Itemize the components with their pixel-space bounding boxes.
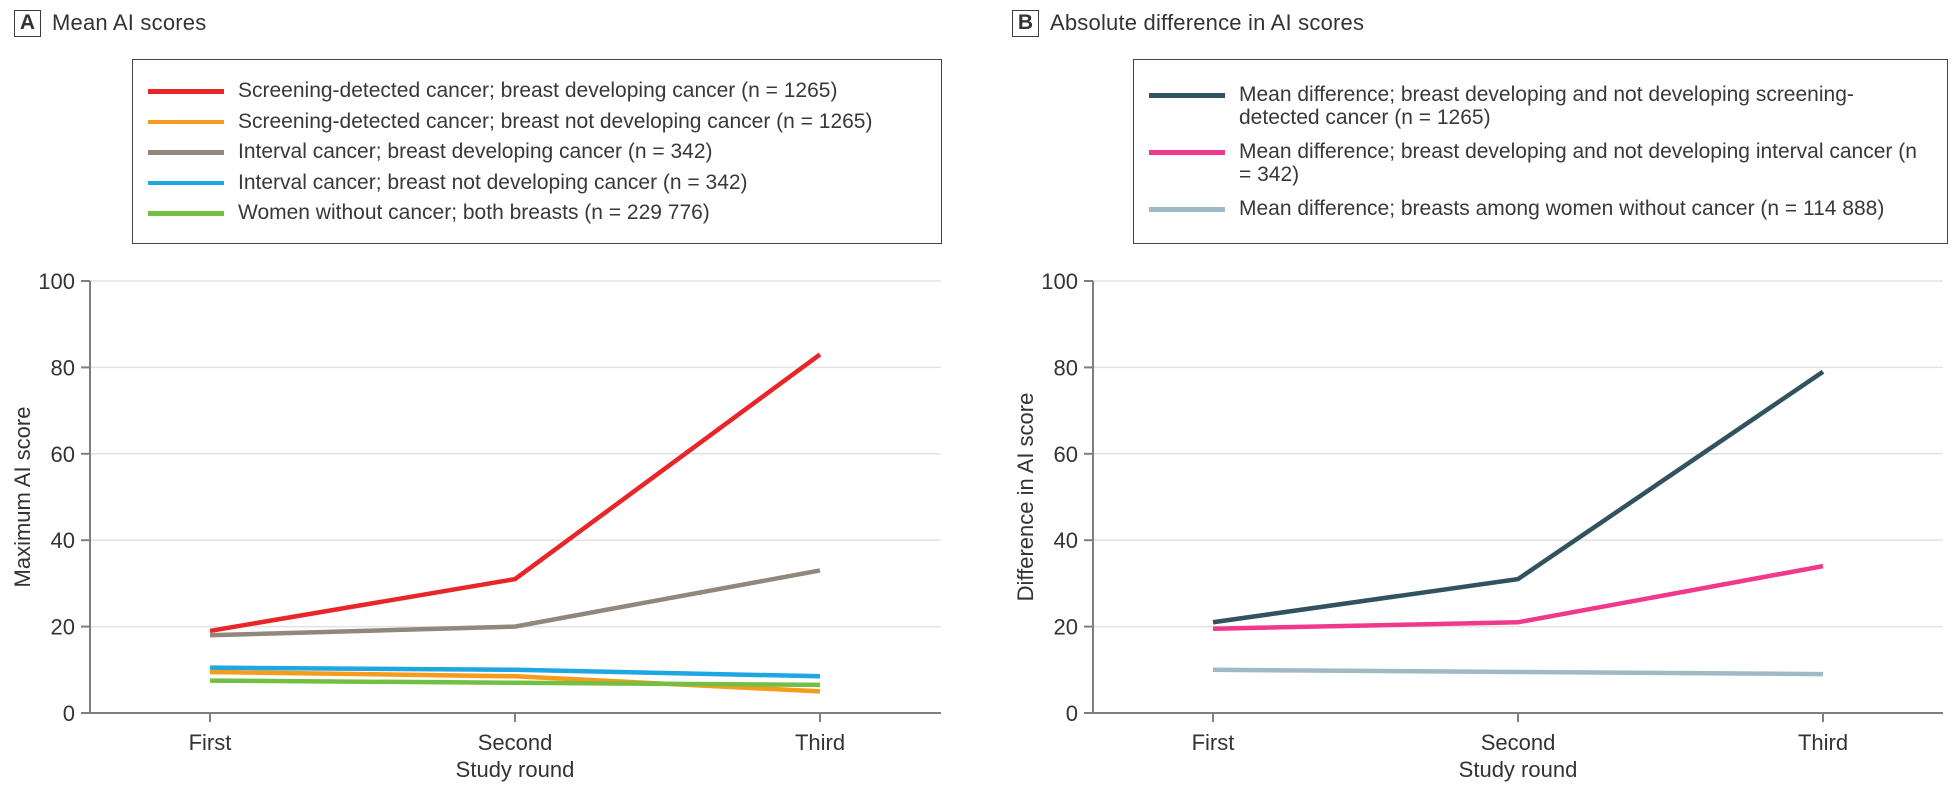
y-tick-label: 60 xyxy=(51,442,75,467)
y-axis-title: Maximum AI score xyxy=(10,407,35,588)
series-color-swatch xyxy=(148,211,224,216)
series-line-2 xyxy=(1212,667,1824,677)
legend-item: Interval cancer; breast developing cance… xyxy=(148,141,927,164)
x-axis-title: Study round xyxy=(456,757,575,782)
series-color-swatch xyxy=(148,89,224,94)
series-color-swatch xyxy=(148,180,224,186)
y-tick-label: 20 xyxy=(1054,615,1078,640)
series-color-swatch xyxy=(1149,150,1225,155)
y-tick-label: 100 xyxy=(1041,269,1078,294)
legend-label: Interval cancer; breast not developing c… xyxy=(238,170,748,194)
y-tick-label: 80 xyxy=(51,355,75,380)
legend-item: Mean difference; breast developing and n… xyxy=(1149,83,1933,129)
panel-a-letter: A xyxy=(14,9,41,37)
legend-item: Screening-detected cancer; breast not de… xyxy=(148,109,927,134)
series-line-0 xyxy=(209,352,822,634)
legend-item: Mean difference; breasts among women wit… xyxy=(1149,198,1933,221)
x-axis-title: Study round xyxy=(1459,757,1578,782)
panel-a-legend: Screening-detected cancer; breast develo… xyxy=(132,59,942,244)
x-tick-label: Second xyxy=(478,730,553,755)
legend-item: Interval cancer; breast not developing c… xyxy=(148,170,927,195)
series-color-swatch xyxy=(1149,207,1225,212)
y-tick-label: 80 xyxy=(1054,355,1078,380)
panel-A-plot: 0 20 40 60 80 100 First Second Third Study round M… xyxy=(10,269,941,782)
panel-b-title-text: Absolute difference in AI scores xyxy=(1050,10,1365,35)
legend-label: Mean difference; breast developing and n… xyxy=(1239,140,1917,186)
legend-item: Mean difference; breast developing and n… xyxy=(1149,141,1933,186)
legend-label: Women without cancer; both breasts (n = … xyxy=(238,201,710,225)
legend-label: Screening-detected cancer; breast not de… xyxy=(238,109,873,133)
series-line-1 xyxy=(1212,563,1824,632)
series-color-swatch xyxy=(1149,93,1225,98)
y-tick-label: 40 xyxy=(51,528,75,553)
legend-item: Women without cancer; both breasts (n = … xyxy=(148,202,927,225)
legend-label: Interval cancer; breast developing cance… xyxy=(238,140,713,164)
series-line-4 xyxy=(209,678,821,688)
legend-label: Mean difference; breast developing and n… xyxy=(1239,83,1854,129)
y-tick-label: 100 xyxy=(38,269,75,294)
series-line-0 xyxy=(1212,369,1825,625)
y-tick-label: 20 xyxy=(51,615,75,640)
panel-b-letter: B xyxy=(1012,9,1039,37)
panel-b-title: B Absolute difference in AI scores xyxy=(1012,8,1364,38)
y-tick-label: 60 xyxy=(1054,442,1078,467)
x-tick-label: First xyxy=(1192,730,1235,755)
x-tick-label: Third xyxy=(795,730,845,755)
x-tick-label: First xyxy=(189,730,232,755)
y-tick-label: 0 xyxy=(63,701,75,726)
y-tick-label: 40 xyxy=(1054,528,1078,553)
series-color-swatch xyxy=(148,119,224,125)
x-tick-label: Third xyxy=(1798,730,1848,755)
series-color-swatch xyxy=(148,150,224,155)
series-line-3 xyxy=(209,665,821,679)
x-tick-label: Second xyxy=(1481,730,1556,755)
panel-a-title-text: Mean AI scores xyxy=(52,10,207,35)
y-tick-label: 0 xyxy=(1066,701,1078,726)
legend-label: Screening-detected cancer; breast develo… xyxy=(238,79,838,103)
panel-a-title: A Mean AI scores xyxy=(14,8,206,38)
panel-b-legend: Mean difference; breast developing and n… xyxy=(1133,59,1948,244)
panel-B-plot: 0 20 40 60 80 100 First Second Third Study round D… xyxy=(1013,269,1943,782)
legend-item: Screening-detected cancer; breast develo… xyxy=(148,80,927,103)
legend-label: Mean difference; breasts among women wit… xyxy=(1239,197,1885,221)
series-line-2 xyxy=(209,568,821,638)
y-axis-title: Difference in AI score xyxy=(1013,393,1038,602)
